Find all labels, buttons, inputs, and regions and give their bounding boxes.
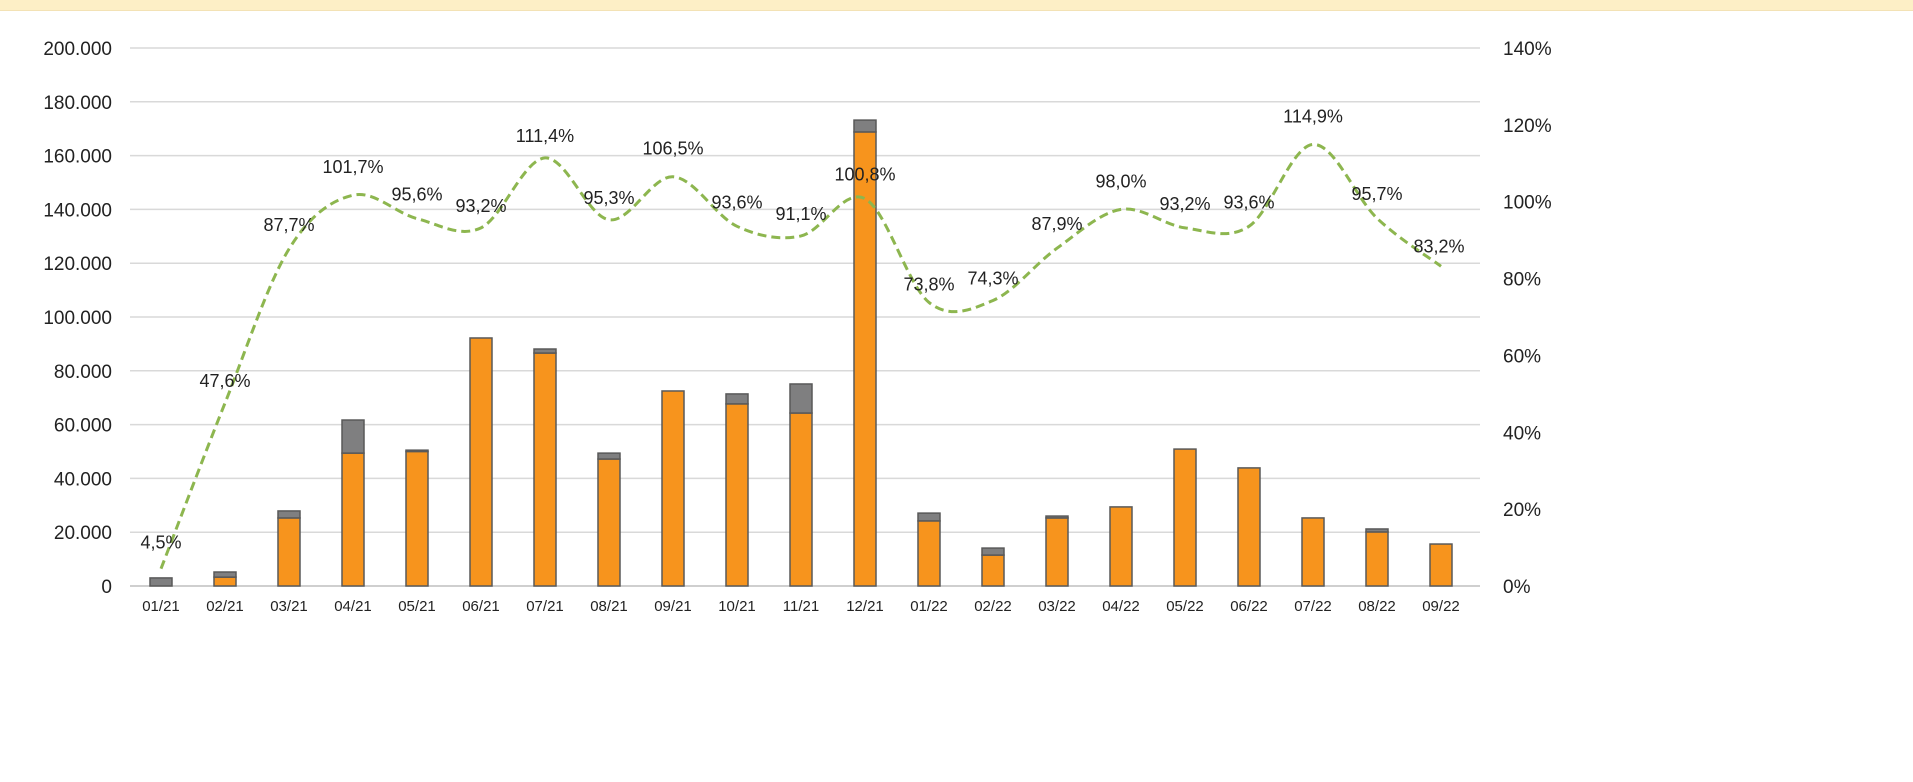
x-tick-label: 09/21 (654, 598, 692, 615)
x-tick-label: 06/21 (462, 598, 500, 615)
bar-gray (213, 571, 237, 578)
bar-orange (1237, 467, 1261, 587)
bar-gray (981, 547, 1005, 556)
y-tick-label: 20.000 (54, 523, 112, 544)
x-tick-label: 08/21 (590, 598, 628, 615)
bar-gray (1365, 528, 1389, 533)
data-label: 93,6% (1223, 192, 1274, 212)
x-tick-label: 05/21 (398, 598, 436, 615)
x-tick-label: 01/21 (142, 598, 180, 615)
bar-orange (1365, 531, 1389, 587)
data-label: 93,2% (455, 196, 506, 216)
y2-tick-label: 120% (1503, 116, 1552, 137)
data-label: 93,6% (711, 192, 762, 212)
x-tick-label: 11/21 (783, 598, 819, 615)
data-label: 91,1% (775, 204, 826, 224)
bar-orange (469, 337, 493, 587)
y-tick-label: 200.000 (43, 39, 112, 60)
y-tick-label: 180.000 (43, 93, 112, 114)
x-tick-label: 02/21 (206, 598, 244, 615)
data-label: 114,9% (1283, 106, 1343, 126)
y-tick-label: 120.000 (43, 254, 112, 275)
x-tick-label: 01/22 (910, 598, 948, 615)
y2-tick-label: 20% (1503, 500, 1541, 521)
y2-tick-label: 40% (1503, 423, 1541, 444)
data-label: 87,7% (263, 215, 314, 235)
bar-orange (533, 352, 557, 587)
x-tick-label: 06/22 (1230, 598, 1268, 615)
data-label: 4,5% (140, 533, 181, 553)
y-tick-label: 160.000 (43, 147, 112, 168)
data-label: 47,6% (199, 371, 250, 391)
bar-orange (725, 403, 749, 587)
data-label: 111,4% (516, 126, 574, 146)
bar-gray (853, 119, 877, 133)
x-tick-label: 05/22 (1166, 598, 1204, 615)
data-label: 93,2% (1159, 194, 1210, 214)
ratio-line (159, 142, 1442, 570)
y-tick-label: 0 (101, 577, 112, 598)
x-tick-label: 07/21 (526, 598, 564, 615)
y-tick-label: 80.000 (54, 362, 112, 383)
bar-orange (277, 517, 301, 587)
bar-orange (917, 520, 941, 587)
data-label: 83,2% (1413, 236, 1464, 256)
bar-gray (149, 577, 173, 587)
y2-tick-label: 140% (1503, 39, 1552, 60)
bar-gray (341, 419, 365, 454)
bar-orange (1109, 506, 1133, 587)
data-label: 101,7% (322, 157, 383, 177)
data-label: 95,6% (391, 185, 442, 205)
y-tick-label: 140.000 (43, 200, 112, 221)
y-tick-label: 40.000 (54, 469, 112, 490)
data-label: 87,9% (1031, 214, 1082, 234)
bar-orange (789, 412, 813, 587)
x-tick-label: 03/22 (1038, 598, 1076, 615)
bar-gray (533, 348, 557, 354)
bar-orange (981, 554, 1005, 587)
bar-orange (1301, 517, 1325, 587)
y2-tick-label: 100% (1503, 193, 1552, 214)
bar-orange (405, 450, 429, 587)
x-tick-label: 09/22 (1422, 598, 1460, 615)
x-tick-label: 08/22 (1358, 598, 1396, 615)
y-tick-label: 100.000 (43, 308, 112, 329)
y2-tick-label: 0% (1503, 577, 1531, 598)
data-label: 74,3% (967, 268, 1018, 288)
bar-gray (597, 452, 621, 460)
bar-gray (277, 510, 301, 519)
data-label: 100,8% (834, 165, 895, 185)
x-tick-label: 02/22 (974, 598, 1012, 615)
bar-gray (789, 383, 813, 414)
bar-orange (1045, 517, 1069, 587)
data-label: 95,7% (1351, 184, 1402, 204)
data-label: 98,0% (1095, 171, 1146, 191)
data-label: 95,3% (583, 188, 634, 208)
bar-gray (917, 512, 941, 522)
bar-gray (405, 449, 429, 453)
bar-orange (1429, 543, 1453, 587)
x-tick-label: 04/22 (1102, 598, 1140, 615)
data-label: 73,8% (903, 274, 954, 294)
y2-tick-label: 80% (1503, 270, 1541, 291)
y2-tick-label: 60% (1503, 346, 1541, 367)
bar-orange (661, 390, 685, 587)
y-tick-label: 60.000 (54, 416, 112, 437)
bar-gray (1045, 515, 1069, 519)
x-tick-label: 03/21 (270, 598, 308, 615)
bar-orange (341, 452, 365, 587)
bar-orange (597, 458, 621, 587)
data-label: 106,5% (642, 139, 703, 159)
bar-gray (725, 393, 749, 405)
bar-orange (853, 131, 877, 587)
bar-orange (1173, 448, 1197, 587)
top-banner (0, 0, 1913, 11)
x-tick-label: 12/21 (846, 598, 884, 615)
x-tick-label: 07/22 (1294, 598, 1332, 615)
x-tick-label: 10/21 (718, 598, 756, 615)
bar-orange (213, 576, 237, 587)
x-tick-label: 04/21 (334, 598, 372, 615)
